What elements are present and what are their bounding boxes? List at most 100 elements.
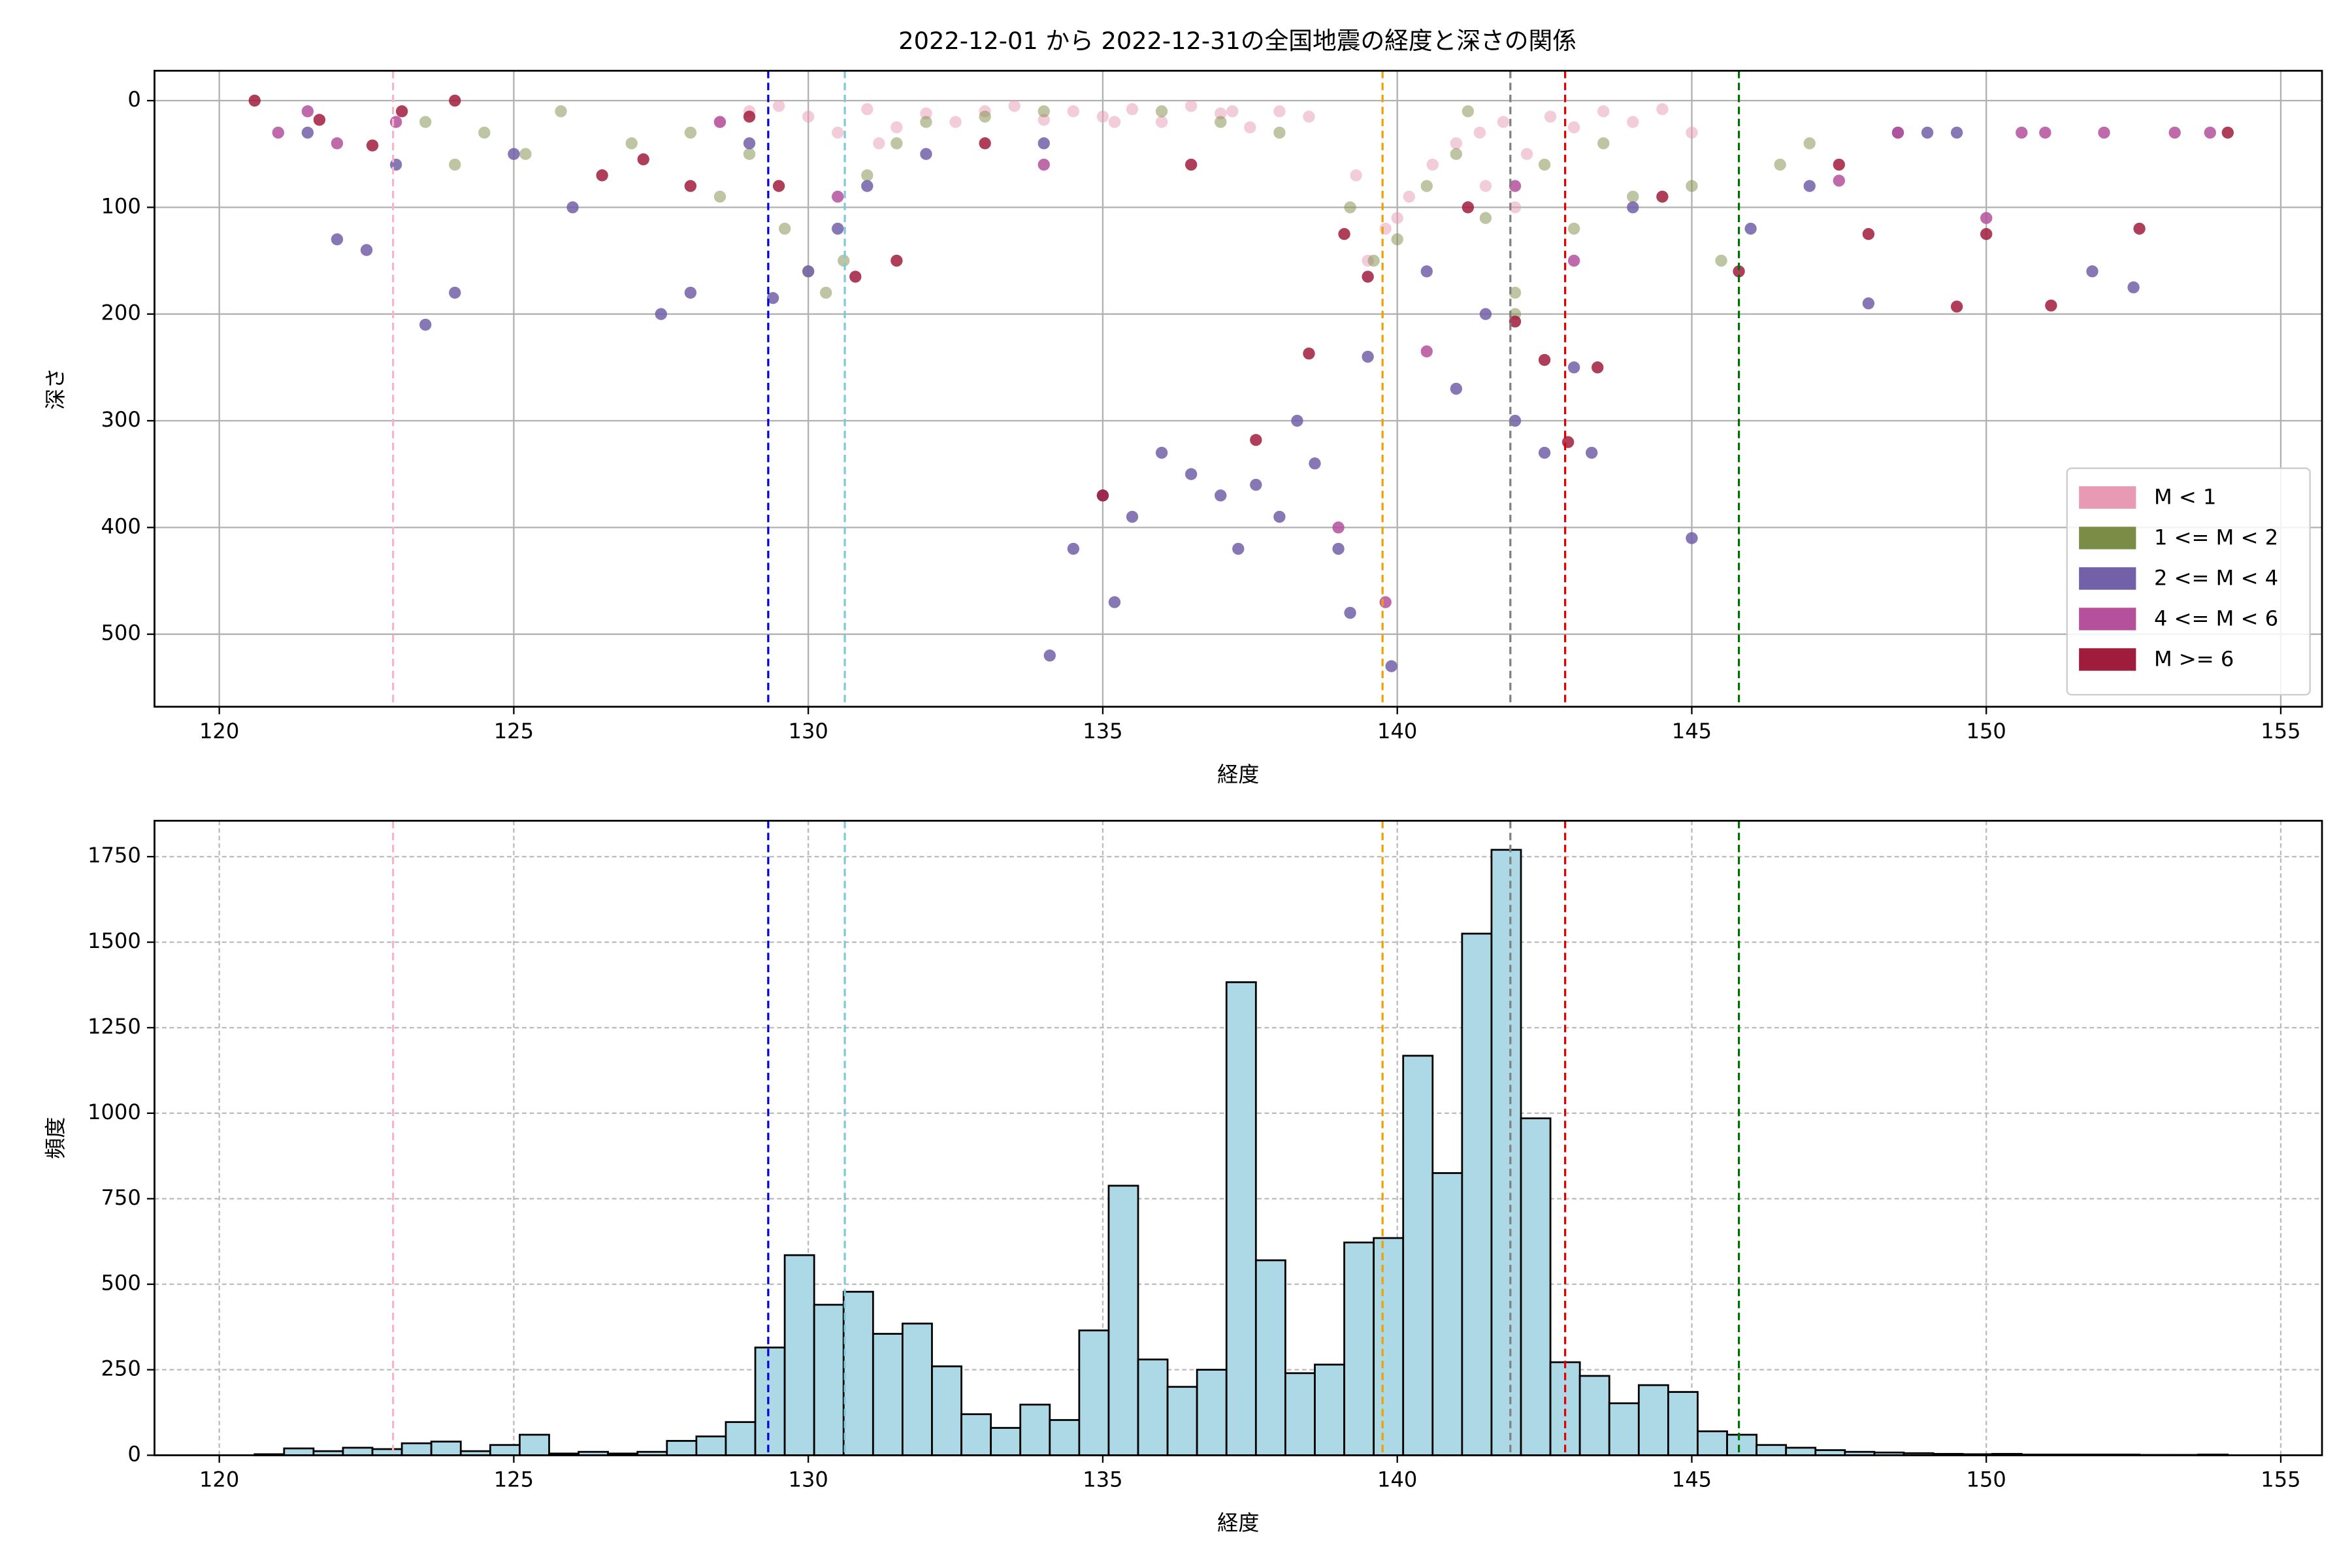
scatter-point: [1273, 105, 1286, 118]
scatter-point: [1586, 446, 1598, 459]
y-tick-label: 300: [101, 407, 140, 432]
scatter-point: [1597, 105, 1610, 118]
scatter-point: [2086, 265, 2099, 278]
scatter-point: [331, 233, 344, 246]
histogram-bar: [1137, 1358, 1169, 1456]
histogram-bar: [842, 1290, 874, 1456]
scatter-point: [596, 169, 608, 182]
histogram-bar: [754, 1347, 786, 1456]
scatter-point: [1426, 158, 1439, 171]
legend-swatch: [2079, 486, 2136, 509]
legend-label: 4 <= M < 6: [2154, 606, 2278, 631]
x-tick-label: 145: [1672, 1467, 1712, 1492]
scatter-point: [1391, 212, 1403, 224]
scatter-point: [1155, 105, 1168, 118]
y-tick-label: 1750: [88, 843, 141, 868]
histogram-bar: [725, 1421, 757, 1456]
scatter-point: [1184, 158, 1198, 171]
scatter-point: [1008, 100, 1021, 112]
scatter-point: [1509, 180, 1522, 192]
scatter-point: [248, 94, 261, 107]
x-tick-label: 155: [2261, 1467, 2300, 1492]
scatter-point: [979, 137, 991, 150]
scatter-point: [1597, 137, 1610, 150]
scatter-point: [1420, 345, 1433, 358]
x-tick-label: 150: [1967, 719, 2006, 743]
scatter-point: [684, 286, 697, 299]
scatter-point: [1497, 116, 1510, 128]
histogram-bar: [990, 1427, 1022, 1456]
scatter-point: [1715, 254, 1727, 267]
histogram-bar: [1608, 1402, 1640, 1456]
scatter-point: [1344, 606, 1356, 619]
scatter-point: [861, 180, 874, 192]
scatter-point: [2221, 126, 2234, 139]
histogram-bar: [1461, 932, 1493, 1456]
scatter-point: [272, 126, 284, 139]
legend-label: 2 <= M < 4: [2154, 566, 2278, 591]
y-tick-label: 100: [101, 193, 140, 218]
scatter-point: [449, 94, 461, 107]
scatter-point: [1479, 180, 1492, 192]
scatter-point: [395, 105, 408, 118]
legend-label: M < 1: [2154, 485, 2217, 510]
y-tick-label: 200: [101, 301, 140, 325]
x-axis-label: 経度: [1217, 762, 1259, 787]
scatter-point: [743, 137, 756, 150]
scatter-point: [1067, 542, 1080, 555]
x-tick-label: 130: [789, 719, 828, 743]
scatter-point: [1479, 308, 1492, 320]
x-axis-label: 経度: [1217, 1511, 1259, 1535]
scatter-point: [1567, 222, 1580, 235]
y-tick-label: 1500: [88, 928, 141, 953]
scatter-point: [1250, 478, 1262, 491]
scatter-point: [1244, 121, 1256, 134]
scatter-point: [331, 137, 344, 150]
scatter-point: [1538, 353, 1551, 367]
x-tick-label: 120: [199, 1467, 239, 1492]
scatter-point: [655, 308, 667, 320]
scatter-point: [1538, 446, 1551, 459]
histogram-bar: [371, 1448, 403, 1456]
scatter-point: [1561, 436, 1575, 448]
scatter-point: [1921, 126, 1934, 139]
scatter-point: [1379, 222, 1392, 235]
scatter-point: [2168, 126, 2181, 139]
scatter-point: [1037, 114, 1050, 126]
y-tick-label: 0: [127, 87, 140, 112]
scatter-point: [1367, 254, 1380, 267]
histogram-bar: [1314, 1364, 1345, 1456]
scatter-point: [1215, 107, 1227, 120]
scatter-point: [1250, 434, 1262, 446]
scatter-point: [1450, 382, 1463, 395]
scatter-point: [449, 286, 461, 299]
scatter-point: [366, 139, 379, 152]
scatter-point: [1232, 542, 1245, 555]
histogram-bar: [872, 1333, 904, 1456]
scatter-point: [1332, 542, 1345, 555]
scatter-point: [743, 148, 756, 160]
scatter-point: [920, 116, 932, 128]
histogram-bar: [931, 1365, 962, 1456]
legend-label: 1 <= M < 2: [2154, 525, 2278, 550]
scatter-point: [861, 103, 874, 116]
scatter-point: [832, 190, 844, 203]
scatter-point: [1126, 103, 1139, 116]
scatter-point: [778, 222, 791, 235]
scatter-point: [772, 100, 785, 112]
histogram-bar: [400, 1442, 433, 1456]
y-tick-label: 750: [101, 1185, 140, 1210]
scatter-point: [713, 116, 727, 128]
scatter-point: [2039, 126, 2051, 139]
scatter-point: [1215, 489, 1227, 502]
y-tick-label: 500: [101, 621, 140, 645]
scatter-point: [1950, 126, 1963, 139]
scatter-point: [2133, 222, 2146, 235]
scatter-point: [1362, 350, 1374, 363]
x-tick-label: 125: [494, 1467, 534, 1492]
legend-label: M >= 6: [2154, 647, 2234, 672]
histogram-bar: [1107, 1184, 1139, 1456]
scatter-point: [1067, 105, 1080, 118]
scatter-point: [1108, 596, 1121, 608]
scatter-point: [1833, 158, 1846, 171]
